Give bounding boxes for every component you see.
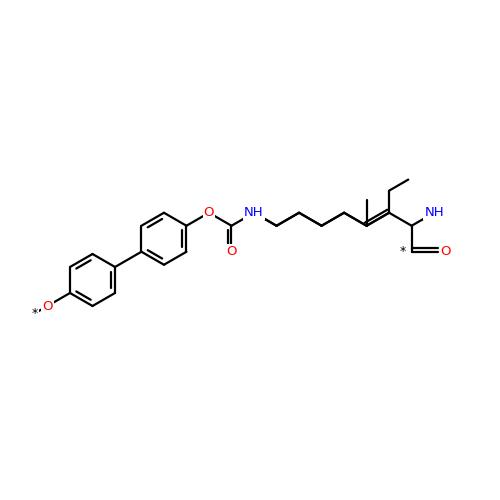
Text: O: O — [42, 300, 52, 312]
Text: NH: NH — [424, 206, 444, 220]
Text: O: O — [204, 206, 214, 219]
Text: *: * — [400, 245, 406, 258]
Text: O: O — [440, 245, 450, 258]
Text: O: O — [226, 245, 236, 258]
Text: *: * — [32, 306, 38, 320]
Text: NH: NH — [244, 206, 264, 220]
